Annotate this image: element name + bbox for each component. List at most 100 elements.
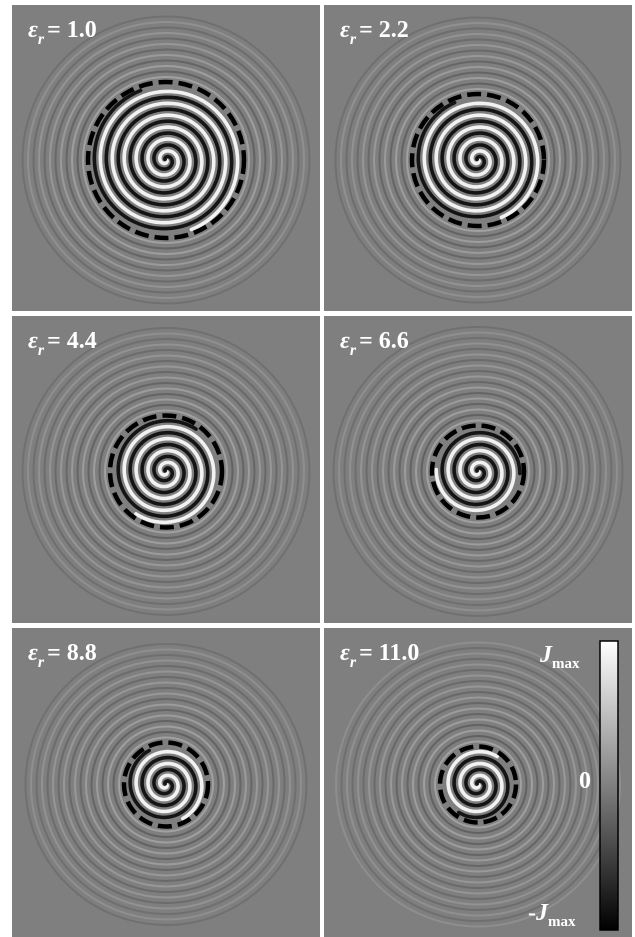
ring	[82, 387, 250, 556]
ring	[32, 338, 300, 605]
dashed-boundary	[85, 79, 247, 241]
ring	[41, 659, 291, 910]
ring	[85, 703, 247, 866]
label-subscript: r	[38, 654, 45, 671]
ring	[35, 654, 297, 915]
label-prefix: -	[528, 900, 536, 926]
ring	[68, 687, 264, 882]
label-value: = 1.0	[47, 17, 97, 43]
ring	[49, 43, 283, 277]
label-value: = 11.0	[359, 640, 419, 666]
label-value: = 6.6	[359, 328, 409, 354]
spiral-arm	[122, 424, 216, 525]
ring	[354, 348, 602, 595]
ring	[65, 59, 267, 261]
spiral-arm	[116, 418, 210, 519]
ring	[384, 691, 572, 878]
ring	[401, 707, 555, 862]
ring	[420, 414, 536, 529]
ring	[415, 408, 541, 535]
ring	[379, 685, 577, 884]
ring	[376, 370, 580, 573]
ring	[434, 740, 522, 829]
spiral-arm	[128, 748, 198, 820]
ring	[400, 82, 556, 238]
label-subscript: r	[350, 31, 357, 48]
ring	[82, 76, 250, 244]
ring	[54, 360, 278, 583]
spiral-arm	[134, 749, 204, 821]
ring	[362, 669, 594, 900]
label-symbol: ε	[28, 328, 38, 354]
label-subscript: max	[552, 656, 580, 672]
ring	[367, 49, 589, 271]
ring	[335, 641, 621, 928]
ring	[378, 60, 578, 260]
panel	[12, 316, 320, 623]
ring	[38, 343, 294, 600]
label-symbol: ε	[28, 640, 38, 666]
ring	[428, 735, 528, 834]
ring	[96, 714, 236, 855]
dashed-boundary	[429, 423, 527, 520]
ring	[60, 365, 272, 578]
ring	[343, 337, 613, 606]
ring	[384, 66, 572, 254]
ring	[395, 702, 561, 867]
label-subscript: max	[548, 914, 576, 930]
label-symbol: J	[535, 900, 549, 926]
panel-label: εr = 11.0	[340, 640, 419, 671]
ring	[79, 698, 253, 871]
panel-label: εr = 4.4	[28, 328, 97, 359]
ring	[63, 681, 269, 888]
ring	[101, 720, 231, 849]
ring	[334, 16, 622, 304]
ring	[71, 65, 261, 255]
ring	[112, 731, 220, 838]
colorbar-mid-label: 0	[579, 768, 591, 794]
label-subscript: r	[350, 654, 357, 671]
ring	[332, 326, 624, 617]
ring	[27, 332, 305, 611]
ring	[417, 724, 539, 845]
ring	[38, 32, 294, 288]
ring	[52, 670, 280, 899]
ring	[87, 393, 245, 550]
spiral-arm	[422, 101, 540, 220]
label-value: = 4.4	[47, 328, 97, 354]
label-subscript: r	[38, 342, 45, 359]
ring	[345, 27, 611, 293]
ring	[93, 398, 239, 545]
spiral-arm	[446, 749, 504, 814]
ring	[371, 364, 585, 579]
panel	[12, 628, 320, 937]
label-symbol: ε	[340, 328, 350, 354]
ring	[373, 55, 583, 265]
ring	[98, 404, 234, 539]
ring	[60, 54, 272, 266]
ring	[43, 349, 289, 594]
ring	[46, 665, 286, 904]
ring	[426, 419, 530, 524]
colorbar-bottom-label: -Jmax	[528, 900, 576, 930]
ring	[71, 376, 261, 567]
ring	[398, 392, 558, 551]
ring	[32, 26, 300, 294]
dashed-boundary	[121, 740, 211, 829]
ring	[76, 382, 256, 561]
ring	[409, 403, 547, 540]
ring	[395, 77, 561, 243]
ring	[21, 15, 311, 305]
spiral-arm	[98, 89, 240, 232]
ring	[65, 371, 267, 572]
ring	[104, 409, 228, 534]
ring	[340, 22, 616, 298]
ring	[338, 331, 618, 612]
panel	[324, 5, 632, 311]
label-subscript: r	[350, 342, 357, 359]
ring	[382, 375, 574, 568]
ring	[30, 648, 302, 921]
spiral-arm	[434, 436, 516, 513]
ring	[74, 692, 258, 877]
panel	[12, 5, 320, 311]
